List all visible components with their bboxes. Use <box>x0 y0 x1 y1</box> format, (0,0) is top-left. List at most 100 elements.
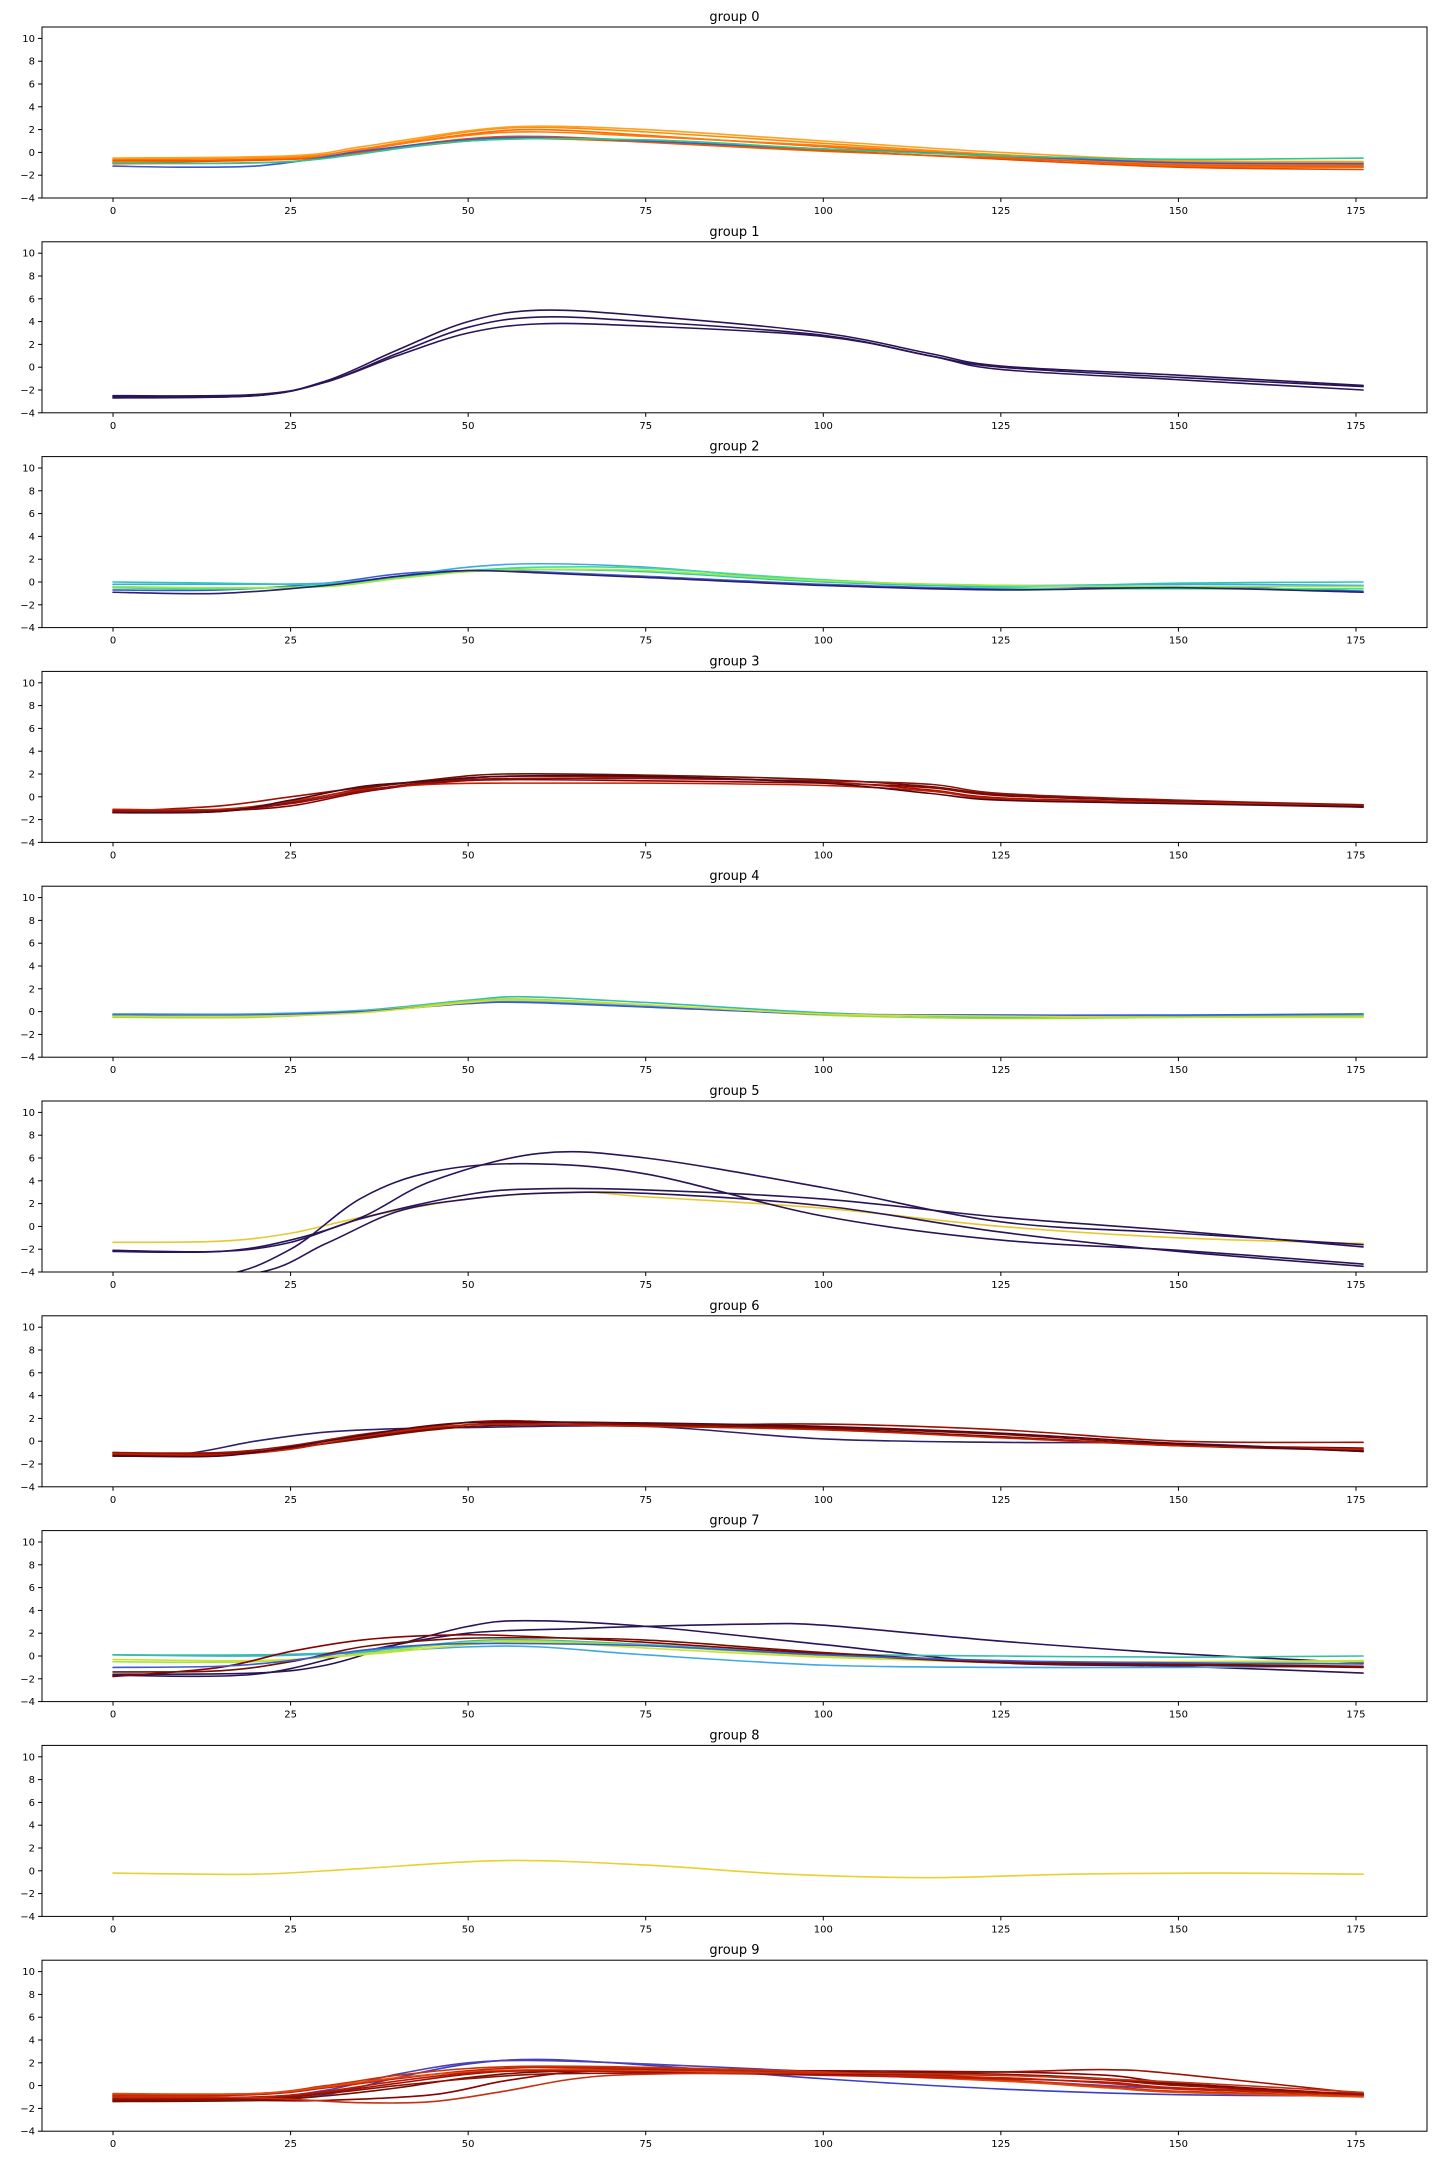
x-tick-label: 125 <box>991 1065 1010 1076</box>
chart-group-8: group 8 0 25 50 75 100 125 150 175 −4 −2 0 2 4 6 8 10 <box>20 1728 1428 1935</box>
y-tick-label: 6 <box>29 80 35 91</box>
y-tick-label: 4 <box>29 1391 35 1402</box>
y-tick-label: 4 <box>29 962 35 973</box>
x-tick-label: 0 <box>110 1065 116 1076</box>
y-tick-label: 2 <box>29 1629 35 1640</box>
y-tick-label: 8 <box>29 57 35 68</box>
x-tick-label: 125 <box>991 850 1010 861</box>
chart-title: group 0 <box>709 10 759 25</box>
x-tick-label: 150 <box>1169 636 1188 647</box>
y-tick-label: 0 <box>29 363 35 374</box>
y-tick-label: 2 <box>29 340 35 351</box>
y-tick-label: 8 <box>29 486 35 497</box>
y-tick-label: 8 <box>29 1990 35 2001</box>
y-tick-label: −2 <box>20 2104 35 2115</box>
x-tick-label: 100 <box>814 636 833 647</box>
series-line-5 <box>112 569 1364 595</box>
x-tick-label: 125 <box>991 1280 1010 1291</box>
series-line-8 <box>112 1642 1364 1669</box>
y-tick-label: 10 <box>22 249 35 260</box>
y-tick-label: 0 <box>29 1652 35 1663</box>
y-tick-label: 10 <box>22 1967 35 1978</box>
y-tick-label: 0 <box>29 2081 35 2092</box>
x-tick-label: 100 <box>814 1065 833 1076</box>
series-group <box>112 1619 1364 1678</box>
x-tick-label: 100 <box>814 1280 833 1291</box>
x-tick-label: 75 <box>639 850 652 861</box>
y-tick-label: 0 <box>29 1437 35 1448</box>
x-tick-label: 50 <box>462 1924 475 1935</box>
series-line-0 <box>112 309 1364 399</box>
x-tick-label: 125 <box>991 636 1010 647</box>
series-line-8 <box>112 2069 1364 2099</box>
y-tick-label: 6 <box>29 294 35 305</box>
x-tick-label: 175 <box>1346 206 1365 217</box>
y-tick-label: −2 <box>20 1030 35 1041</box>
series-line-1 <box>112 316 1364 397</box>
x-tick-label: 25 <box>284 850 297 861</box>
y-tick-label: 2 <box>29 1844 35 1855</box>
chart-group-1: group 1 0 25 50 75 100 125 150 175 −4 −2 0 2 4 6 8 10 <box>20 225 1428 432</box>
chart-group-0: group 0 0 25 50 75 100 125 150 175 −4 −2 0 2 4 6 8 10 <box>20 10 1428 217</box>
y-tick-label: −4 <box>20 2127 35 2138</box>
x-tick-label: 25 <box>284 1065 297 1076</box>
series-line-4 <box>112 1423 1364 1456</box>
x-tick-label: 175 <box>1346 1065 1365 1076</box>
x-tick-label: 100 <box>814 206 833 217</box>
series-line-2 <box>112 322 1364 399</box>
y-tick-label: 6 <box>29 2013 35 2024</box>
y-tick-label: 4 <box>29 1606 35 1617</box>
x-tick-label: 100 <box>814 2139 833 2150</box>
y-tick-label: 6 <box>29 1583 35 1594</box>
x-tick-label: 75 <box>639 2139 652 2150</box>
x-tick-label: 75 <box>639 421 652 432</box>
series-line-3 <box>112 1001 1364 1017</box>
x-tick-label: 125 <box>991 1710 1010 1721</box>
series-line-10 <box>112 2072 1364 2104</box>
x-tick-label: 0 <box>110 1495 116 1506</box>
y-tick-label: 8 <box>29 1560 35 1571</box>
x-tick-label: 150 <box>1169 206 1188 217</box>
y-tick-label: 10 <box>22 464 35 475</box>
x-tick-label: 75 <box>639 1495 652 1506</box>
x-tick-label: 25 <box>284 1280 297 1291</box>
x-tick-label: 150 <box>1169 1710 1188 1721</box>
y-tick-label: −4 <box>20 1482 35 1493</box>
chart-title: group 4 <box>709 869 759 884</box>
series-line-0 <box>112 1859 1364 1879</box>
x-tick-label: 25 <box>284 206 297 217</box>
y-tick-label: 6 <box>29 939 35 950</box>
series-line-3 <box>112 568 1364 588</box>
x-tick-label: 25 <box>284 1495 297 1506</box>
series-group <box>112 995 1364 1020</box>
series-line-3 <box>112 1187 1364 1253</box>
y-tick-label: 4 <box>29 747 35 758</box>
series-line-4 <box>256 1191 1364 1272</box>
x-tick-label: 50 <box>462 2139 475 2150</box>
x-tick-label: 150 <box>1169 421 1188 432</box>
y-tick-label: 6 <box>29 509 35 520</box>
x-tick-label: 0 <box>110 636 116 647</box>
x-tick-label: 175 <box>1346 1280 1365 1291</box>
x-tick-label: 50 <box>462 421 475 432</box>
x-tick-label: 0 <box>110 1280 116 1291</box>
y-tick-label: 10 <box>22 1323 35 1334</box>
series-line-6 <box>112 1633 1364 1678</box>
y-tick-label: 0 <box>29 1007 35 1018</box>
x-tick-label: 75 <box>639 1065 652 1076</box>
y-tick-label: 4 <box>29 102 35 113</box>
series-line-0 <box>112 1424 1364 1456</box>
series-line-6 <box>112 2065 1364 2097</box>
series-line-3 <box>112 1638 1364 1658</box>
series-group <box>112 772 1364 814</box>
y-tick-label: −2 <box>20 1674 35 1685</box>
y-tick-label: 2 <box>29 2058 35 2069</box>
y-tick-label: 8 <box>29 701 35 712</box>
x-tick-label: 0 <box>110 850 116 861</box>
chart-group-5: group 5 0 25 50 75 100 125 150 175 −4 −2 0 2 4 6 8 10 <box>20 1084 1428 1291</box>
y-tick-label: 4 <box>29 317 35 328</box>
series-line-2 <box>112 1645 1364 1669</box>
y-tick-label: −4 <box>20 623 35 634</box>
series-line-3 <box>112 782 1364 811</box>
